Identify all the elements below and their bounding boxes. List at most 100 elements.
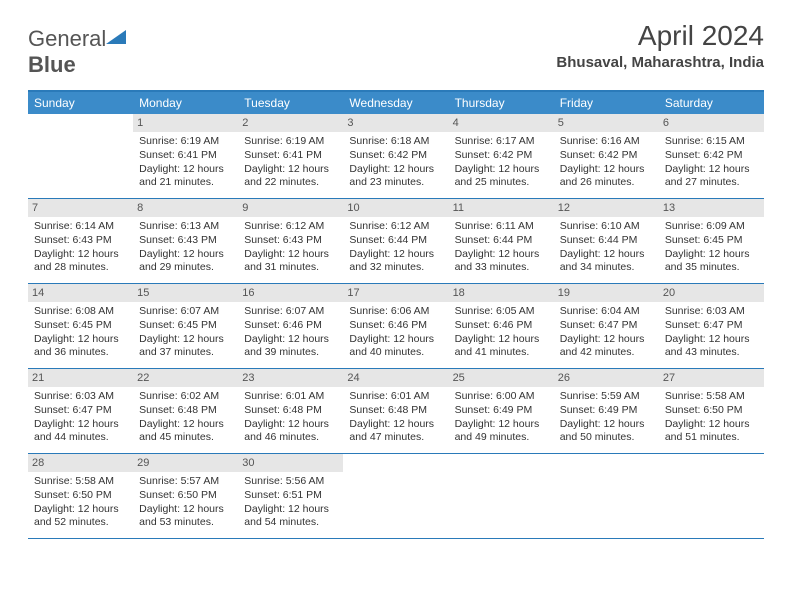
sunset-line: Sunset: 6:44 PM (349, 234, 442, 248)
day-number: 18 (449, 284, 554, 302)
sunrise-line: Sunrise: 6:01 AM (244, 390, 337, 404)
day-cell: 25Sunrise: 6:00 AMSunset: 6:49 PMDayligh… (449, 369, 554, 453)
daylight-line: Daylight: 12 hours and 21 minutes. (139, 163, 232, 190)
day-cell: 26Sunrise: 5:59 AMSunset: 6:49 PMDayligh… (554, 369, 659, 453)
week-row: 1Sunrise: 6:19 AMSunset: 6:41 PMDaylight… (28, 114, 764, 199)
day-number: 12 (554, 199, 659, 217)
day-cell: 18Sunrise: 6:05 AMSunset: 6:46 PMDayligh… (449, 284, 554, 368)
sunrise-line: Sunrise: 6:07 AM (139, 305, 232, 319)
day-number: 11 (449, 199, 554, 217)
day-cell: 10Sunrise: 6:12 AMSunset: 6:44 PMDayligh… (343, 199, 448, 283)
daylight-line: Daylight: 12 hours and 25 minutes. (455, 163, 548, 190)
sunset-line: Sunset: 6:51 PM (244, 489, 337, 503)
weeks-container: 1Sunrise: 6:19 AMSunset: 6:41 PMDaylight… (28, 114, 764, 539)
daylight-line: Daylight: 12 hours and 45 minutes. (139, 418, 232, 445)
logo-text: General Blue (28, 26, 126, 78)
daylight-line: Daylight: 12 hours and 47 minutes. (349, 418, 442, 445)
sunrise-line: Sunrise: 6:15 AM (665, 135, 758, 149)
sunset-line: Sunset: 6:42 PM (455, 149, 548, 163)
day-number: 5 (554, 114, 659, 132)
daylight-line: Daylight: 12 hours and 28 minutes. (34, 248, 127, 275)
day-cell: 27Sunrise: 5:58 AMSunset: 6:50 PMDayligh… (659, 369, 764, 453)
sunrise-line: Sunrise: 6:09 AM (665, 220, 758, 234)
day-number: 25 (449, 369, 554, 387)
daylight-line: Daylight: 12 hours and 37 minutes. (139, 333, 232, 360)
day-cell: 1Sunrise: 6:19 AMSunset: 6:41 PMDaylight… (133, 114, 238, 198)
empty-cell (343, 454, 448, 538)
sunset-line: Sunset: 6:49 PM (560, 404, 653, 418)
logo-word1: General (28, 26, 106, 51)
daylight-line: Daylight: 12 hours and 26 minutes. (560, 163, 653, 190)
daylight-line: Daylight: 12 hours and 31 minutes. (244, 248, 337, 275)
daylight-line: Daylight: 12 hours and 29 minutes. (139, 248, 232, 275)
daylight-line: Daylight: 12 hours and 44 minutes. (34, 418, 127, 445)
daylight-line: Daylight: 12 hours and 52 minutes. (34, 503, 127, 530)
sunset-line: Sunset: 6:45 PM (139, 319, 232, 333)
logo-word2: Blue (28, 52, 76, 77)
sunrise-line: Sunrise: 6:19 AM (244, 135, 337, 149)
logo: General Blue (28, 26, 126, 78)
daylight-line: Daylight: 12 hours and 39 minutes. (244, 333, 337, 360)
sunrise-line: Sunrise: 5:58 AM (34, 475, 127, 489)
week-row: 28Sunrise: 5:58 AMSunset: 6:50 PMDayligh… (28, 454, 764, 539)
day-cell: 6Sunrise: 6:15 AMSunset: 6:42 PMDaylight… (659, 114, 764, 198)
sunrise-line: Sunrise: 6:07 AM (244, 305, 337, 319)
sunrise-line: Sunrise: 6:18 AM (349, 135, 442, 149)
sunrise-line: Sunrise: 5:59 AM (560, 390, 653, 404)
day-number: 3 (343, 114, 448, 132)
calendar: SundayMondayTuesdayWednesdayThursdayFrid… (28, 90, 764, 539)
day-number: 9 (238, 199, 343, 217)
day-header: Friday (554, 92, 659, 114)
day-cell: 22Sunrise: 6:02 AMSunset: 6:48 PMDayligh… (133, 369, 238, 453)
day-cell: 12Sunrise: 6:10 AMSunset: 6:44 PMDayligh… (554, 199, 659, 283)
day-number: 19 (554, 284, 659, 302)
sunset-line: Sunset: 6:47 PM (560, 319, 653, 333)
sunset-line: Sunset: 6:43 PM (244, 234, 337, 248)
sunrise-line: Sunrise: 6:17 AM (455, 135, 548, 149)
day-number: 23 (238, 369, 343, 387)
sunrise-line: Sunrise: 6:11 AM (455, 220, 548, 234)
sunrise-line: Sunrise: 6:06 AM (349, 305, 442, 319)
sunset-line: Sunset: 6:50 PM (665, 404, 758, 418)
daylight-line: Daylight: 12 hours and 35 minutes. (665, 248, 758, 275)
sunset-line: Sunset: 6:48 PM (349, 404, 442, 418)
month-title: April 2024 (556, 20, 764, 52)
sunset-line: Sunset: 6:46 PM (349, 319, 442, 333)
sunrise-line: Sunrise: 6:10 AM (560, 220, 653, 234)
sunrise-line: Sunrise: 6:00 AM (455, 390, 548, 404)
sunset-line: Sunset: 6:45 PM (34, 319, 127, 333)
daylight-line: Daylight: 12 hours and 46 minutes. (244, 418, 337, 445)
day-cell: 15Sunrise: 6:07 AMSunset: 6:45 PMDayligh… (133, 284, 238, 368)
sunrise-line: Sunrise: 6:08 AM (34, 305, 127, 319)
sunrise-line: Sunrise: 5:56 AM (244, 475, 337, 489)
daylight-line: Daylight: 12 hours and 34 minutes. (560, 248, 653, 275)
day-cell: 17Sunrise: 6:06 AMSunset: 6:46 PMDayligh… (343, 284, 448, 368)
daylight-line: Daylight: 12 hours and 23 minutes. (349, 163, 442, 190)
triangle-icon (106, 28, 126, 46)
sunset-line: Sunset: 6:43 PM (34, 234, 127, 248)
week-row: 21Sunrise: 6:03 AMSunset: 6:47 PMDayligh… (28, 369, 764, 454)
day-number: 24 (343, 369, 448, 387)
day-number: 8 (133, 199, 238, 217)
day-cell: 2Sunrise: 6:19 AMSunset: 6:41 PMDaylight… (238, 114, 343, 198)
sunset-line: Sunset: 6:47 PM (34, 404, 127, 418)
daylight-line: Daylight: 12 hours and 36 minutes. (34, 333, 127, 360)
sunrise-line: Sunrise: 6:05 AM (455, 305, 548, 319)
day-number: 7 (28, 199, 133, 217)
sunset-line: Sunset: 6:42 PM (665, 149, 758, 163)
empty-cell (659, 454, 764, 538)
daylight-line: Daylight: 12 hours and 27 minutes. (665, 163, 758, 190)
sunrise-line: Sunrise: 6:01 AM (349, 390, 442, 404)
day-cell: 30Sunrise: 5:56 AMSunset: 6:51 PMDayligh… (238, 454, 343, 538)
empty-cell (554, 454, 659, 538)
day-cell: 5Sunrise: 6:16 AMSunset: 6:42 PMDaylight… (554, 114, 659, 198)
day-header: Saturday (659, 92, 764, 114)
empty-cell (28, 114, 133, 198)
sunset-line: Sunset: 6:46 PM (244, 319, 337, 333)
day-header: Monday (133, 92, 238, 114)
sunrise-line: Sunrise: 6:02 AM (139, 390, 232, 404)
day-number: 26 (554, 369, 659, 387)
sunset-line: Sunset: 6:42 PM (560, 149, 653, 163)
day-number: 1 (133, 114, 238, 132)
day-number: 27 (659, 369, 764, 387)
